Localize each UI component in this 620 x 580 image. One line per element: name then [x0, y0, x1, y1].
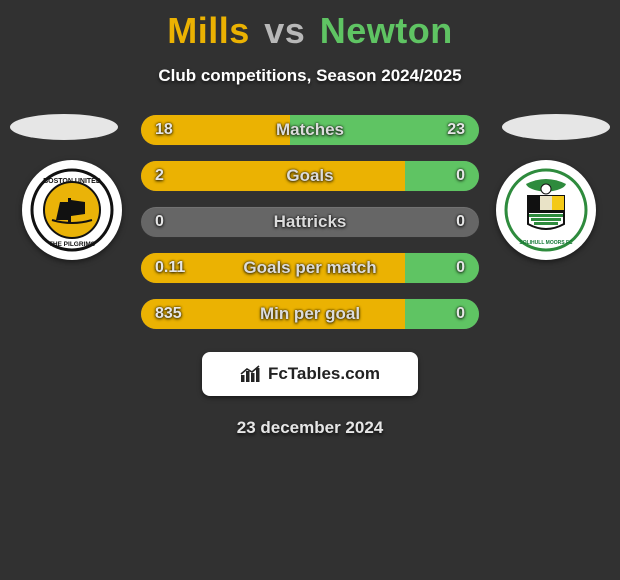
- title-player-left: Mills: [167, 10, 250, 51]
- stat-bar: 0.11 Goals per match 0: [140, 252, 480, 284]
- left-column: BOSTON UNITED THE PILGRIMS: [4, 114, 134, 260]
- left-crest: BOSTON UNITED THE PILGRIMS: [22, 160, 122, 260]
- title-row: Mills vs Newton: [0, 10, 620, 52]
- stats-column: 18 Matches 23 2 Goals 0 0 Hattricks 0 0.11 Goals p…: [134, 114, 486, 344]
- footer-brand-badge: FcTables.com: [202, 352, 418, 396]
- footer-date: 23 december 2024: [0, 418, 620, 438]
- stat-fill-right: [405, 161, 479, 191]
- stat-fill-right: [405, 299, 479, 329]
- stat-label: Goals: [286, 166, 333, 186]
- club-crest-icon: SOLIHULL MOORS FC: [504, 168, 588, 252]
- left-oval: [10, 114, 118, 140]
- stat-value-right: 0: [456, 213, 465, 231]
- chart-icon: [240, 365, 262, 383]
- svg-text:THE PILGRIMS: THE PILGRIMS: [49, 241, 96, 248]
- stat-bar: 18 Matches 23: [140, 114, 480, 146]
- svg-text:SOLIHULL MOORS FC: SOLIHULL MOORS FC: [519, 240, 573, 246]
- stat-label: Goals per match: [243, 258, 376, 278]
- stat-fill-right: [405, 253, 479, 283]
- right-column: SOLIHULL MOORS FC: [486, 114, 616, 260]
- subtitle: Club competitions, Season 2024/2025: [0, 66, 620, 86]
- right-crest: SOLIHULL MOORS FC: [496, 160, 596, 260]
- right-oval: [502, 114, 610, 140]
- stat-value-right: 0: [456, 305, 465, 323]
- stat-value-right: 0: [456, 259, 465, 277]
- stat-value-left: 0.11: [155, 259, 185, 277]
- club-crest-icon: BOSTON UNITED THE PILGRIMS: [30, 168, 114, 252]
- stat-value-right: 0: [456, 167, 465, 185]
- stat-label: Min per goal: [260, 304, 360, 324]
- stat-label: Hattricks: [274, 212, 347, 232]
- stat-bar: 2 Goals 0: [140, 160, 480, 192]
- footer-brand-text: FcTables.com: [268, 364, 380, 384]
- stat-value-right: 23: [447, 121, 465, 139]
- stat-value-left: 18: [155, 121, 173, 139]
- stat-value-left: 0: [155, 213, 164, 231]
- stat-fill-left: [141, 161, 405, 191]
- title-vs: vs: [264, 10, 305, 51]
- stat-label: Matches: [276, 120, 344, 140]
- title-player-right: Newton: [320, 10, 453, 51]
- svg-text:BOSTON UNITED: BOSTON UNITED: [43, 178, 101, 185]
- stat-value-left: 835: [155, 305, 182, 323]
- stat-bar: 835 Min per goal 0: [140, 298, 480, 330]
- body-wrap: BOSTON UNITED THE PILGRIMS 18 Matches 23 2 G…: [0, 114, 620, 344]
- stat-value-left: 2: [155, 167, 164, 185]
- page-root: Mills vs Newton Club competitions, Seaso…: [0, 0, 620, 438]
- stat-bar: 0 Hattricks 0: [140, 206, 480, 238]
